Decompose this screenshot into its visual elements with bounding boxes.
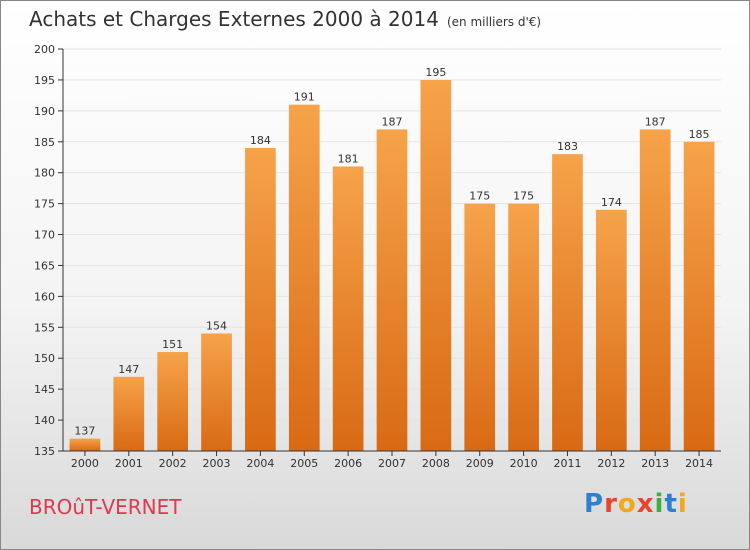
bar-2000	[69, 438, 101, 451]
logo-letter: x	[636, 489, 655, 519]
bar-2006	[332, 166, 364, 451]
y-tick-label: 145	[34, 383, 55, 396]
bar-2003	[201, 333, 232, 451]
bar-2010	[508, 203, 539, 451]
chart-title-text: Achats et Charges Externes 2000 à 2014	[29, 7, 439, 31]
logo-letter: o	[617, 489, 637, 519]
x-tick-label-2011: 2011	[553, 457, 581, 470]
x-tick-label-2013: 2013	[641, 457, 669, 470]
data-label-2007: 187	[382, 115, 403, 128]
x-tick-label-2005: 2005	[290, 457, 318, 470]
bar-2009	[464, 203, 496, 451]
data-label-2001: 147	[118, 363, 139, 376]
data-label-2013: 187	[645, 115, 666, 128]
x-tick-label-2004: 2004	[246, 457, 274, 470]
chart-unit: (en milliers d'€)	[446, 15, 542, 29]
town-name: BROûT-VERNET	[29, 495, 182, 519]
y-tick-label: 150	[34, 352, 55, 365]
x-tick-label-2010: 2010	[510, 457, 538, 470]
data-label-2004: 184	[250, 134, 271, 147]
proxiti-logo: Proxiti	[584, 489, 688, 519]
x-tick-label-2003: 2003	[203, 457, 231, 470]
x-tick-label-2006: 2006	[334, 457, 362, 470]
data-label-2006: 181	[338, 153, 359, 166]
bar-2007	[376, 129, 408, 451]
bar-2001	[113, 376, 145, 451]
bar-2011	[552, 154, 583, 451]
data-label-2014: 185	[689, 128, 710, 141]
x-tick-label-2014: 2014	[685, 457, 713, 470]
bar-2012	[595, 209, 627, 451]
bar-2005	[288, 104, 320, 452]
bar-2002	[157, 352, 189, 451]
x-tick-label-2009: 2009	[466, 457, 494, 470]
y-tick-label: 155	[34, 321, 55, 334]
bar-2004	[245, 147, 276, 451]
data-label-2000: 137	[74, 425, 95, 438]
logo-letter: P	[584, 489, 605, 519]
data-label-2008: 195	[425, 66, 446, 79]
data-label-2012: 174	[601, 196, 622, 209]
y-tick-label: 160	[34, 290, 55, 303]
data-label-2011: 183	[557, 140, 578, 153]
bar-2014	[683, 141, 715, 451]
data-label-2005: 191	[294, 91, 315, 104]
bar-2008	[420, 79, 452, 451]
y-tick-label: 170	[34, 229, 55, 242]
y-tick-label: 190	[34, 105, 55, 118]
data-label-2003: 154	[206, 319, 227, 332]
chart-title: Achats et Charges Externes 2000 à 2014 (e…	[29, 7, 541, 31]
bar-2013	[639, 129, 671, 451]
axes	[58, 48, 721, 456]
logo-letter: i	[677, 489, 688, 519]
x-tick-label-2008: 2008	[422, 457, 450, 470]
x-tick-label-2001: 2001	[115, 457, 143, 470]
logo-letter: i	[654, 489, 665, 519]
data-label-2010: 175	[513, 190, 534, 203]
logo-letter: t	[664, 489, 678, 519]
labels: 135 140 145 150 155 160 165 170 175 180 185 190 195 2…	[34, 43, 713, 470]
x-tick-label-2012: 2012	[597, 457, 625, 470]
data-label-2002: 151	[162, 338, 183, 351]
y-tick-label: 185	[34, 136, 55, 149]
y-tick-label: 195	[34, 74, 55, 87]
data-label-2009: 175	[469, 190, 490, 203]
logo-letter: r	[604, 489, 618, 519]
x-tick-label-2002: 2002	[159, 457, 187, 470]
y-tick-label: 140	[34, 414, 55, 427]
bars	[69, 79, 715, 452]
y-tick-label: 180	[34, 167, 55, 180]
y-tick-label: 135	[34, 445, 55, 458]
x-tick-label-2007: 2007	[378, 457, 406, 470]
y-tick-label: 175	[34, 198, 55, 211]
y-tick-label: 200	[34, 43, 55, 56]
x-tick-label-2000: 2000	[71, 457, 99, 470]
y-tick-label: 165	[34, 259, 55, 272]
